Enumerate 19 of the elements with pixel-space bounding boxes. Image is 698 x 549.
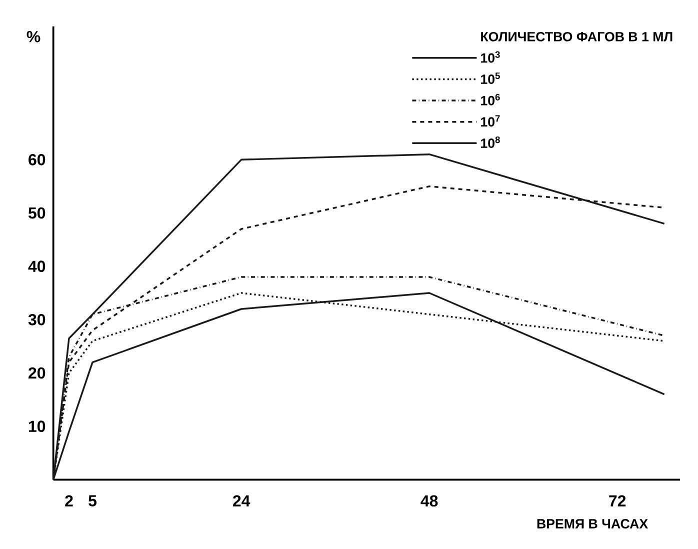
- y-tick-label: 40: [28, 260, 46, 272]
- x-tick-label: 24: [233, 495, 250, 506]
- x-tick-label: 2: [65, 495, 73, 506]
- y-axis-title: %: [26, 31, 40, 42]
- x-tick-label: 48: [420, 495, 438, 507]
- y-tick-label: 60: [28, 154, 46, 166]
- legend-label: 10$^{5}$: [481, 72, 500, 84]
- legend-label: 10$^{3}$: [481, 51, 500, 63]
- y-tick-label: 50: [28, 207, 46, 219]
- legend-label: 10$^{6}$: [481, 94, 500, 106]
- legend-title: КОЛИЧЕСТВО ФАГОВ В 1 МЛ: [481, 32, 672, 42]
- y-tick-label: 30: [28, 314, 46, 326]
- x-axis-title: ВРЕМЯ В ЧАСАХ: [537, 519, 648, 528]
- legend-label: 10$^{8}$: [481, 136, 500, 148]
- x-tick-label: 5: [88, 495, 96, 506]
- legend-label: 10$^{7}$: [481, 115, 500, 127]
- x-tick-label: 72: [609, 495, 626, 506]
- y-tick-label: 20: [28, 367, 46, 379]
- y-tick-label: 10: [28, 420, 46, 432]
